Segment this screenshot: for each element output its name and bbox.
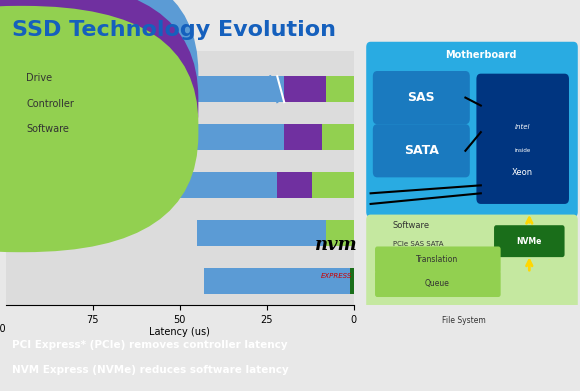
Text: SSD Technology Evolution: SSD Technology Evolution — [12, 20, 336, 39]
Text: 2000: 2000 — [0, 324, 6, 334]
Bar — [204, 268, 350, 294]
Text: Controller: Controller — [26, 99, 74, 109]
FancyBboxPatch shape — [375, 246, 501, 273]
Bar — [197, 220, 326, 246]
Bar — [284, 124, 322, 150]
Text: Software: Software — [393, 221, 430, 230]
Text: Translation: Translation — [416, 255, 458, 264]
Text: inside: inside — [514, 148, 531, 153]
Bar — [277, 172, 312, 198]
FancyBboxPatch shape — [366, 215, 578, 310]
Text: PCIe SAS SATA: PCIe SAS SATA — [393, 241, 443, 247]
Text: Drive: Drive — [26, 73, 52, 83]
FancyBboxPatch shape — [476, 74, 569, 204]
Bar — [93, 124, 284, 150]
Text: PCI Express* (PCIe) removes controller latency: PCI Express* (PCIe) removes controller l… — [12, 340, 287, 350]
Bar — [326, 220, 354, 246]
Text: NVM Express (NVMe) reduces software latency: NVM Express (NVMe) reduces software late… — [12, 365, 288, 375]
FancyBboxPatch shape — [375, 271, 501, 297]
Text: Xeon: Xeon — [512, 167, 533, 177]
Bar — [110, 172, 277, 198]
Bar — [284, 76, 326, 102]
Text: nvm: nvm — [315, 236, 358, 254]
Text: SATA: SATA — [404, 144, 438, 157]
FancyBboxPatch shape — [366, 42, 578, 217]
Text: Queue: Queue — [425, 279, 449, 288]
Bar — [312, 172, 354, 198]
FancyBboxPatch shape — [401, 308, 527, 334]
Text: NVMe: NVMe — [517, 237, 542, 246]
Bar — [350, 268, 354, 294]
Bar — [322, 124, 354, 150]
FancyBboxPatch shape — [373, 71, 470, 124]
Text: Motherboard: Motherboard — [445, 50, 517, 60]
X-axis label: Latency (us): Latency (us) — [150, 328, 210, 337]
Text: intel: intel — [515, 124, 531, 130]
FancyBboxPatch shape — [494, 225, 564, 257]
Bar — [326, 76, 354, 102]
Text: SAS: SAS — [408, 91, 435, 104]
FancyBboxPatch shape — [373, 124, 470, 178]
Bar — [23, 76, 284, 102]
Text: File System: File System — [443, 316, 486, 325]
Text: Software: Software — [26, 124, 69, 134]
Bar — [23, 76, 284, 102]
Text: EXPRESS: EXPRESS — [321, 273, 352, 279]
